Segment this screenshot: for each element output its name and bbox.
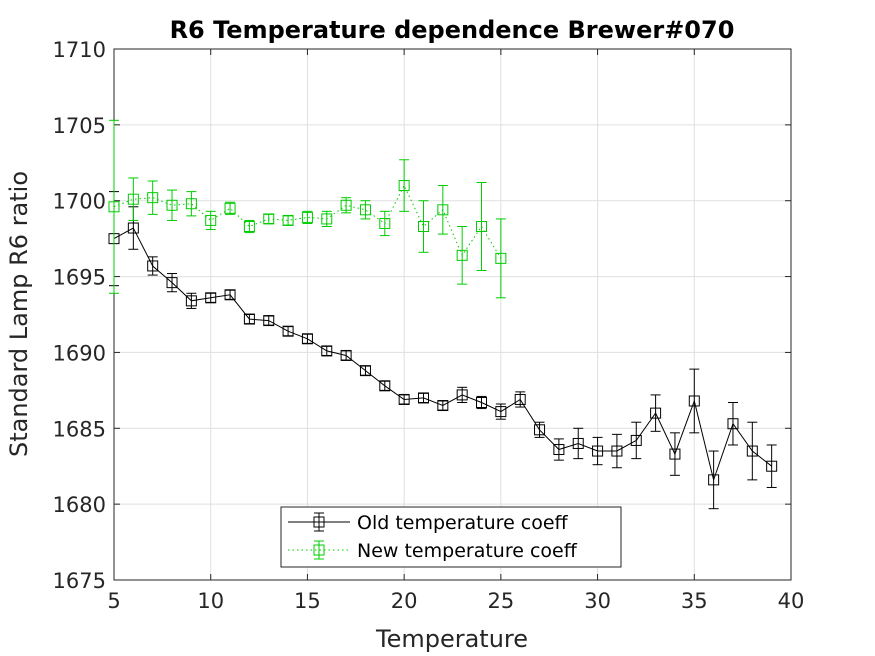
data-point [456, 249, 468, 261]
legend-new-label: New temperature coeff [357, 540, 578, 562]
data-point [379, 217, 391, 229]
data-point [669, 448, 681, 460]
data-point [321, 213, 333, 225]
data-point [185, 198, 197, 210]
data-point [243, 313, 255, 325]
y-tick-label: 1680 [53, 493, 106, 517]
data-point [224, 202, 236, 214]
y-tick-labels: 1675 1680 1685 1690 1695 1700 1705 1710 [53, 38, 106, 593]
data-point [301, 211, 313, 223]
data-point [263, 315, 275, 327]
plot-area [114, 49, 791, 580]
data-point [534, 424, 546, 436]
tick-marks [113, 48, 792, 581]
data-point [340, 349, 352, 361]
data-point [166, 277, 178, 289]
data-point [766, 460, 778, 472]
x-tick-label: 35 [681, 589, 708, 613]
data-point [205, 292, 217, 304]
y-tick-label: 1705 [53, 114, 106, 138]
data-point [727, 418, 739, 430]
y-tick-label: 1700 [53, 190, 106, 214]
x-tick-labels: 5 10 15 20 25 30 35 40 [107, 589, 804, 613]
data-point [688, 395, 700, 407]
data-point [166, 199, 178, 211]
data-point [147, 260, 159, 272]
data-point [437, 204, 449, 216]
data-point [108, 201, 120, 213]
y-tick-label: 1675 [53, 569, 106, 593]
data-point [243, 221, 255, 233]
x-tick-label: 5 [107, 589, 120, 613]
x-axis-label: Temperature [375, 625, 528, 653]
data-point [456, 389, 468, 401]
series-layer [108, 119, 778, 510]
x-tick-label: 20 [391, 589, 418, 613]
legend-entry-old: Old temperature coeff [288, 512, 569, 534]
data-point [630, 434, 642, 446]
y-tick-label: 1690 [53, 341, 106, 365]
legend-new-marker [313, 544, 325, 556]
data-point [127, 193, 139, 205]
data-point [398, 180, 410, 192]
data-point [205, 214, 217, 226]
data-point [147, 192, 159, 204]
data-point [553, 444, 565, 456]
data-point [398, 393, 410, 405]
data-point [185, 295, 197, 307]
data-point [417, 221, 429, 233]
legend: Old temperature coeff New temperature co… [280, 506, 622, 568]
y-tick-label: 1695 [53, 266, 106, 290]
data-point [650, 407, 662, 419]
data-point [359, 204, 371, 216]
data-point [611, 445, 623, 457]
x-tick-label: 25 [487, 589, 514, 613]
data-point [340, 199, 352, 211]
grid-lines [113, 48, 792, 581]
data-point [572, 437, 584, 449]
data-point [359, 365, 371, 377]
plot-border [113, 48, 792, 581]
data-point [282, 325, 294, 337]
x-tick-label: 15 [294, 589, 321, 613]
data-point [476, 221, 488, 233]
data-point [224, 289, 236, 301]
data-point [127, 222, 139, 234]
x-tick-label: 10 [197, 589, 224, 613]
data-point [263, 213, 275, 225]
y-axis-label: Standard Lamp R6 ratio [5, 171, 33, 457]
x-tick-label: 30 [584, 589, 611, 613]
data-point [301, 333, 313, 345]
legend-old-label: Old temperature coeff [357, 512, 569, 534]
data-point [592, 445, 604, 457]
data-point [495, 406, 507, 418]
x-tick-label: 40 [778, 589, 805, 613]
series-new [108, 119, 507, 299]
legend-box [280, 506, 622, 568]
data-point [379, 380, 391, 392]
data-point [437, 400, 449, 412]
data-point [321, 345, 333, 357]
legend-entry-new: New temperature coeff [288, 540, 578, 562]
chart-title: R6 Temperature dependence Brewer#070 [170, 16, 735, 44]
data-point [282, 214, 294, 226]
data-point [708, 474, 720, 486]
data-point [417, 392, 429, 404]
y-tick-label: 1710 [53, 38, 106, 62]
y-tick-label: 1685 [53, 417, 106, 441]
data-point [495, 252, 507, 264]
data-point [476, 396, 488, 408]
data-point [746, 445, 758, 457]
legend-old-marker [313, 516, 325, 528]
data-point [514, 393, 526, 405]
